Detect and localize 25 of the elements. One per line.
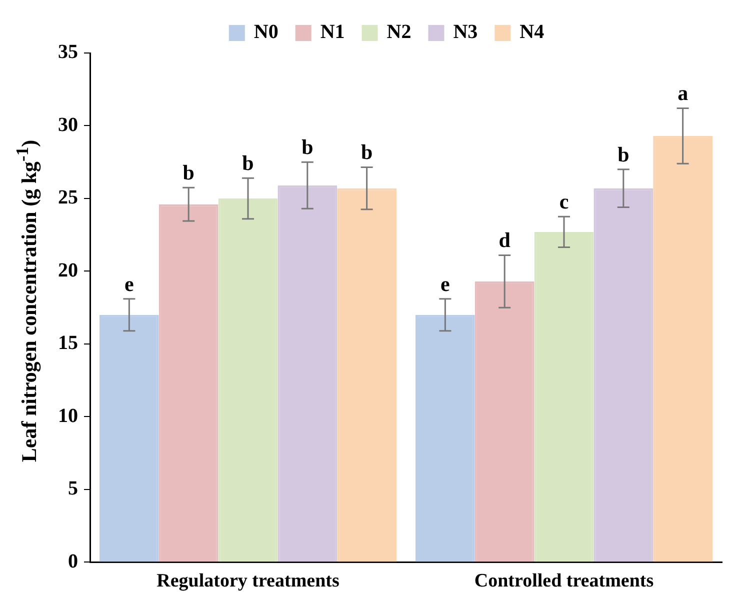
legend-label: N1: [320, 21, 345, 44]
y-tick-label: 5: [68, 478, 78, 500]
y-tick-label: 25: [58, 186, 78, 209]
data-label: d: [498, 228, 511, 252]
y-tick-label: 15: [58, 332, 78, 354]
data-label: b: [242, 151, 254, 176]
data-label: b: [182, 160, 194, 184]
legend-label: N0: [254, 21, 278, 44]
y-tick-label: 0: [68, 550, 78, 572]
data-label: e: [124, 272, 134, 296]
y-tick-label: 10: [58, 404, 78, 427]
y-tick-label: 35: [58, 41, 78, 64]
data-label: b: [360, 140, 373, 164]
legend-label: N3: [453, 21, 478, 44]
y-tick-label: 30: [58, 114, 78, 136]
data-label: b: [302, 135, 314, 160]
y-tick-label: 20: [58, 259, 78, 282]
data-label: c: [559, 190, 569, 214]
x-tick-label: Controlled treatments: [474, 570, 654, 592]
data-label: a: [678, 81, 689, 106]
data-label: b: [618, 142, 630, 166]
x-tick-label: Regulatory treatments: [156, 570, 340, 592]
legend-label: N4: [520, 21, 544, 44]
legend-label: N2: [386, 21, 412, 44]
data-label: e: [440, 272, 450, 296]
